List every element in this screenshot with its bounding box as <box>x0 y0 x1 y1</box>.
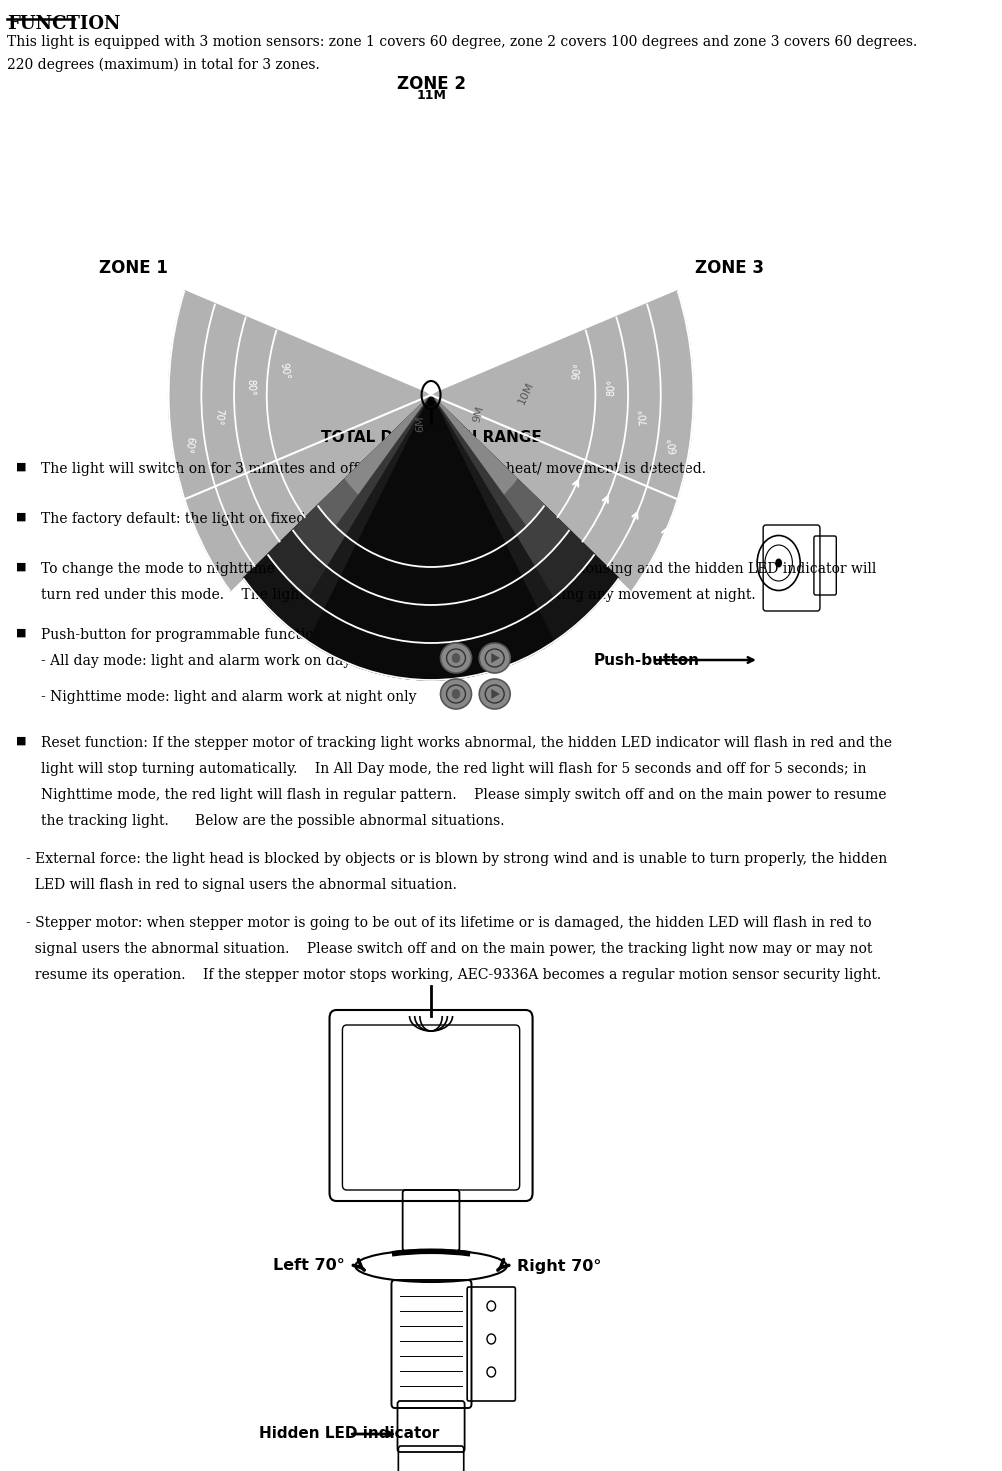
Text: - External force: the light head is blocked by objects or is blown by strong win: - External force: the light head is bloc… <box>26 852 887 866</box>
Ellipse shape <box>452 653 460 663</box>
Text: 9M: 9M <box>471 405 485 424</box>
Text: TOTAL DETECTION RANGE: TOTAL DETECTION RANGE <box>321 430 541 446</box>
Text: 6M: 6M <box>416 415 426 431</box>
Ellipse shape <box>776 559 783 568</box>
Polygon shape <box>491 688 500 699</box>
Text: 80°: 80° <box>606 380 617 396</box>
Text: 60°: 60° <box>182 435 195 455</box>
Text: Nighttime mode, the red light will flash in regular pattern.    Please simply sw: Nighttime mode, the red light will flash… <box>41 788 887 802</box>
Text: 10M: 10M <box>516 380 535 406</box>
Text: ■: ■ <box>15 562 26 572</box>
Text: 100°: 100° <box>420 238 443 249</box>
Ellipse shape <box>428 400 435 406</box>
Text: Push-button for programmable functions:: Push-button for programmable functions: <box>41 628 335 641</box>
Text: FUNCTION: FUNCTION <box>7 15 120 32</box>
Text: Left 70°: Left 70° <box>274 1259 345 1274</box>
Wedge shape <box>309 396 553 643</box>
Text: The light will switch on for 3 minutes and off automatically when heat/ movement: The light will switch on for 3 minutes a… <box>41 462 706 477</box>
Text: turn red under this mode.    The light will be on at 3 minutes when detecting an: turn red under this mode. The light will… <box>41 588 756 602</box>
Text: ■: ■ <box>15 512 26 522</box>
Wedge shape <box>431 291 693 591</box>
Text: ZONE 3: ZONE 3 <box>695 259 765 277</box>
Text: signal users the abnormal situation.    Please switch off and on the main power,: signal users the abnormal situation. Ple… <box>26 941 872 956</box>
Text: LED will flash in red to signal users the abnormal situation.: LED will flash in red to signal users th… <box>26 878 457 891</box>
Text: Reset function: If the stepper motor of tracking light works abnormal, the hidde: Reset function: If the stepper motor of … <box>41 736 893 750</box>
Text: ZONE 1: ZONE 1 <box>99 259 167 277</box>
Text: ■: ■ <box>15 462 26 472</box>
Text: This light is equipped with 3 motion sensors: zone 1 covers 60 degree, zone 2 co: This light is equipped with 3 motion sen… <box>7 35 917 49</box>
Text: 90°: 90° <box>571 362 584 380</box>
Wedge shape <box>336 396 526 566</box>
Text: - Stepper motor: when stepper motor is going to be out of its lifetime or is dam: - Stepper motor: when stepper motor is g… <box>26 916 872 930</box>
Wedge shape <box>268 396 594 643</box>
Text: Right 70°: Right 70° <box>517 1259 601 1274</box>
Text: 70°: 70° <box>212 407 224 425</box>
Text: 90°: 90° <box>423 200 440 210</box>
Text: 80°: 80° <box>245 380 256 396</box>
Ellipse shape <box>479 680 510 709</box>
Text: 220 degrees (maximum) in total for 3 zones.: 220 degrees (maximum) in total for 3 zon… <box>7 57 320 72</box>
Wedge shape <box>168 291 431 591</box>
Wedge shape <box>309 396 554 680</box>
Text: 70°: 70° <box>638 407 649 425</box>
Text: ■: ■ <box>15 628 26 638</box>
Text: - Nighttime mode: light and alarm work at night only: - Nighttime mode: light and alarm work a… <box>41 690 417 705</box>
Polygon shape <box>491 653 500 663</box>
Text: 90°: 90° <box>423 162 440 172</box>
Text: ZONE 2: ZONE 2 <box>397 75 466 93</box>
Text: 90°: 90° <box>423 125 440 135</box>
Wedge shape <box>243 396 619 680</box>
Text: Push-button: Push-button <box>593 653 699 668</box>
Text: To change the mode to nighttime only, push the button at the bottom of the housi: To change the mode to nighttime only, pu… <box>41 562 877 577</box>
Wedge shape <box>293 396 569 605</box>
Text: Hidden LED indicator: Hidden LED indicator <box>259 1427 439 1442</box>
Text: resume its operation.    If the stepper motor stops working, AEC-9336A becomes a: resume its operation. If the stepper mot… <box>26 968 881 983</box>
Ellipse shape <box>479 643 510 674</box>
Ellipse shape <box>441 680 472 709</box>
Text: light will stop turning automatically.    In All Day mode, the red light will fl: light will stop turning automatically. I… <box>41 762 867 777</box>
Text: - All day mode: light and alarm work on day and night: - All day mode: light and alarm work on … <box>41 655 424 668</box>
Wedge shape <box>346 396 517 525</box>
Text: ■: ■ <box>15 736 26 746</box>
Text: The factory default: the light on fixed at 3 minutes and works all day.: The factory default: the light on fixed … <box>41 512 529 527</box>
Ellipse shape <box>441 643 472 674</box>
Ellipse shape <box>452 688 460 699</box>
Text: 90°: 90° <box>279 362 291 380</box>
Text: 60°: 60° <box>667 435 679 455</box>
Wedge shape <box>318 396 544 566</box>
Text: the tracking light.      Below are the possible abnormal situations.: the tracking light. Below are the possib… <box>41 813 505 828</box>
Text: 11M: 11M <box>416 90 446 101</box>
